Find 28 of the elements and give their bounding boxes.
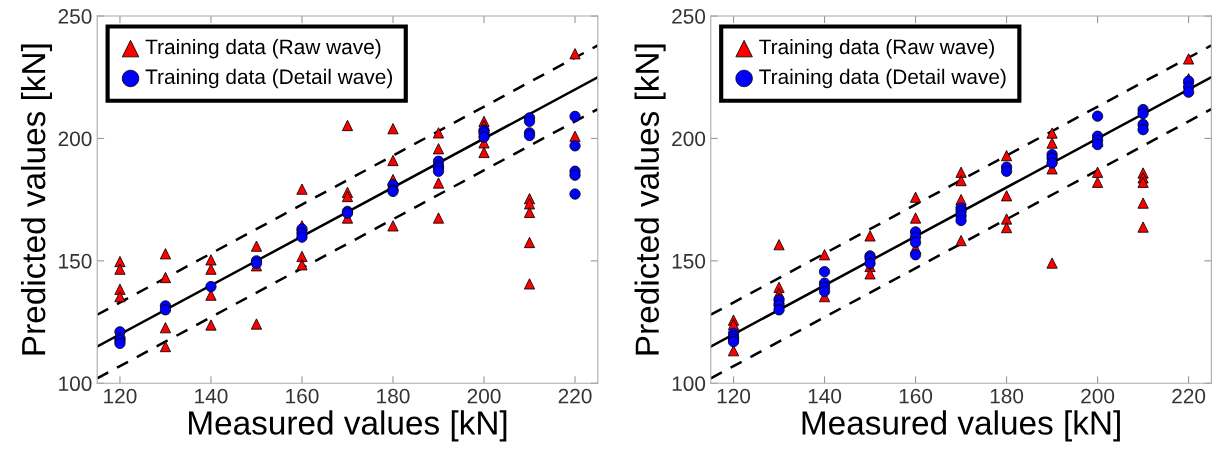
x-tick-label: 160 [286, 388, 319, 404]
y-tick-label: 100 [59, 376, 92, 392]
x-axis-title: Measured values [kN] [802, 410, 1120, 442]
x-tick-label: 140 [195, 388, 228, 404]
legend-label: Training data (Detail wave) [145, 68, 392, 89]
y-tick-label: 250 [672, 9, 706, 24]
x-tick-label: 140 [808, 388, 842, 404]
x-axis-title: Measured values [kN] [189, 410, 507, 442]
x-tick-label: 200 [1081, 388, 1115, 404]
x-tick-label: 200 [467, 388, 501, 404]
x-tick-label: 160 [899, 388, 933, 404]
y-tick-label: 200 [58, 131, 92, 147]
y-tick-label: 150 [672, 253, 706, 269]
legend-label: Training data (Raw wave) [759, 38, 994, 59]
y-tick-label: 150 [59, 253, 92, 269]
legend-label: Training data (Detail wave) [759, 68, 1006, 89]
x-tick-label: 220 [558, 388, 592, 404]
y-axis-title: Predicted values [kN] [634, 44, 666, 355]
y-tick-label: 250 [58, 9, 92, 24]
y-tick-label: 200 [672, 131, 706, 147]
legend-label: Training data (Raw wave) [145, 38, 381, 59]
x-tick-label: 180 [990, 388, 1024, 404]
x-tick-label: 220 [1172, 388, 1206, 404]
y-tick-label: 100 [672, 376, 706, 392]
x-tick-label: 120 [104, 388, 137, 404]
x-tick-label: 120 [717, 388, 751, 404]
x-tick-label: 180 [377, 388, 410, 404]
y-axis-title: Predicted values [kN] [20, 44, 53, 355]
